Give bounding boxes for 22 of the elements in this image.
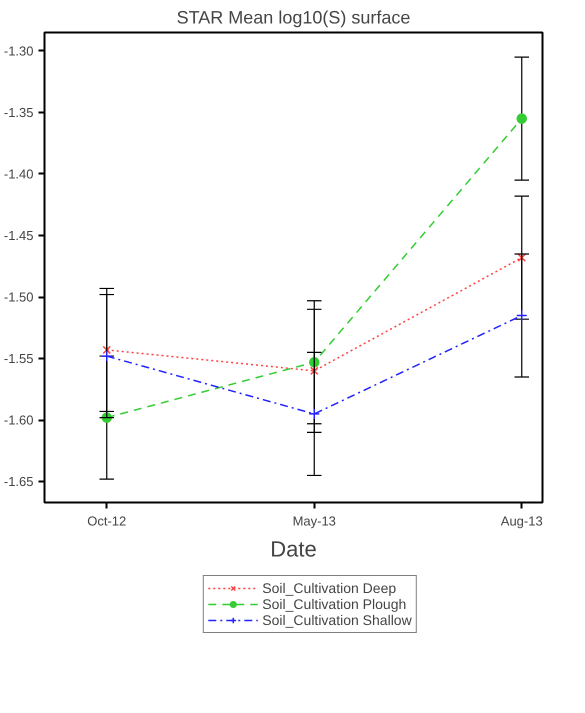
legend-label: Soil_Cultivation Shallow: [262, 612, 412, 628]
x-tick-label: Oct-12: [87, 514, 126, 528]
point: [516, 310, 528, 322]
chart-title: STAR Mean log10(S) surface: [176, 8, 410, 28]
y-tick-label: -1.60: [4, 412, 34, 428]
point: [308, 408, 320, 420]
point: [516, 113, 527, 124]
y-tick-label: -1.30: [4, 43, 34, 58]
x-tick-label: May-13: [292, 514, 336, 528]
x-tick-label: Aug-13: [500, 514, 543, 528]
y-tick-label: -1.40: [4, 166, 34, 182]
y-tick-label: -1.55: [4, 351, 34, 366]
y-tick-label: -1.45: [4, 228, 34, 244]
legend-label: Soil_Cultivation Deep: [262, 580, 396, 596]
point: [310, 366, 319, 376]
y-tick-label: -1.65: [4, 474, 34, 490]
y-tick-label: -1.50: [4, 290, 34, 305]
legend-label: Soil_Cultivation Plough: [262, 596, 406, 612]
x-axis-title: Date: [270, 536, 317, 562]
point: [101, 350, 112, 362]
y-tick-label: -1.35: [4, 104, 34, 120]
point: [102, 346, 112, 354]
